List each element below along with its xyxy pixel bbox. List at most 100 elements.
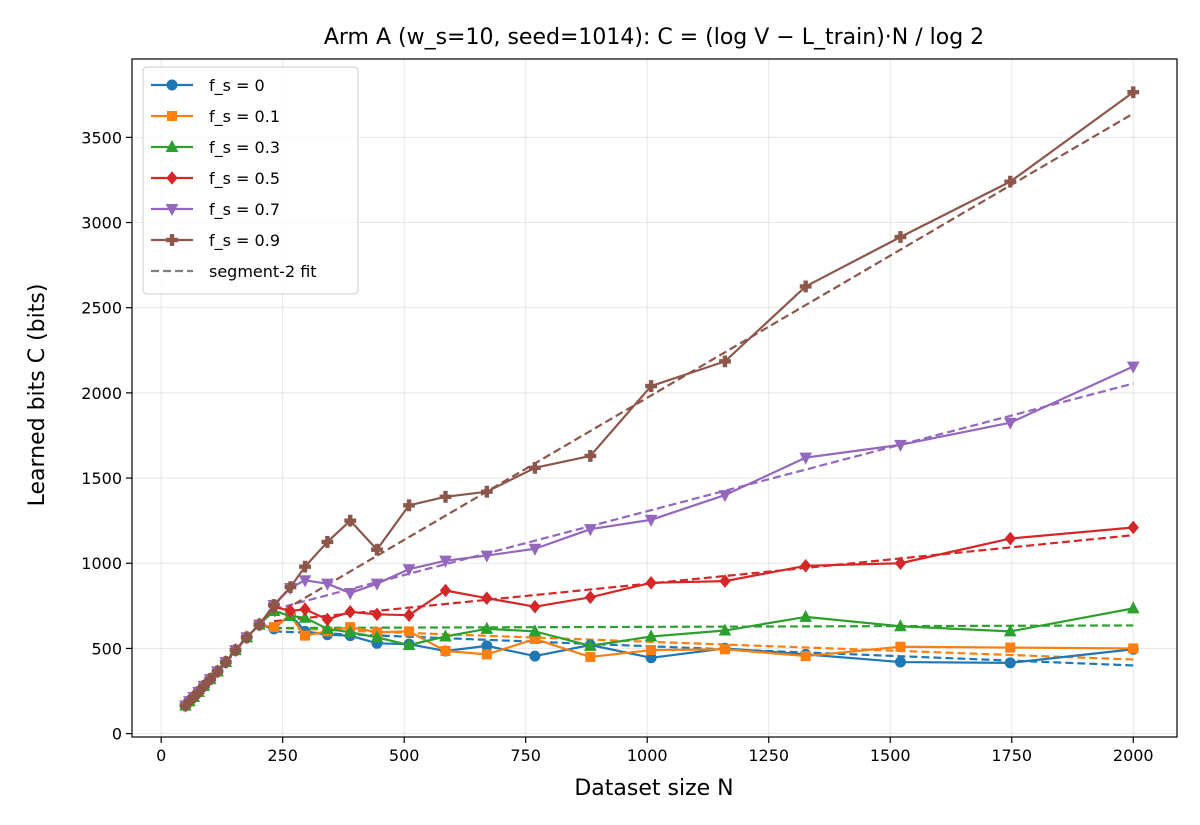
series-5 — [179, 86, 1140, 712]
x-tick-label: 0 — [156, 746, 166, 765]
y-axis-ticks: 0 500 1000 1500 2000 2500 3000 3500 — [81, 128, 132, 744]
data-point — [344, 605, 356, 619]
data-point — [219, 656, 232, 668]
data-point — [284, 604, 297, 618]
data-point — [284, 581, 297, 593]
data-point — [894, 619, 907, 632]
y-tick-label: 1500 — [81, 469, 122, 488]
data-point — [584, 590, 596, 605]
data-point — [800, 559, 812, 573]
x-tick-label: 750 — [510, 746, 541, 765]
legend-marker — [165, 204, 179, 217]
data-point — [480, 621, 494, 634]
fit-lines — [273, 112, 1134, 667]
data-point — [1003, 417, 1017, 430]
x-axis-ticks: 0 250 500 750 1000 1250 1500 1750 2000 — [156, 737, 1154, 765]
y-tick-label: 500 — [91, 639, 122, 658]
legend-marker — [166, 79, 178, 91]
data-point — [402, 564, 416, 577]
data-point — [321, 578, 334, 591]
data-point — [1127, 86, 1140, 99]
data-point — [529, 599, 541, 614]
data-point — [439, 583, 452, 598]
data-point — [1126, 601, 1140, 614]
data-point — [343, 588, 357, 601]
data-point — [268, 622, 279, 633]
data-point — [528, 624, 542, 637]
x-tick-label: 2000 — [1113, 746, 1154, 765]
data-point — [371, 543, 383, 556]
data-point — [187, 691, 200, 703]
legend-marker — [165, 139, 179, 152]
data-point — [403, 608, 415, 622]
x-axis-label: Dataset size N — [574, 776, 733, 801]
legend: f_s = 0 f_s = 0.1 f_s = 0.3 f_s = 0.5 f_s = … — [142, 66, 359, 295]
data-point — [894, 656, 906, 668]
data-point — [440, 645, 451, 656]
data-point — [198, 679, 210, 692]
data-point — [403, 499, 415, 512]
data-point — [481, 591, 493, 605]
data-point — [1127, 520, 1139, 535]
data-point — [300, 630, 311, 641]
y-tick-label: 3000 — [81, 214, 122, 233]
legend-marker — [166, 234, 178, 246]
x-tick-label: 1250 — [748, 746, 789, 765]
data-point — [481, 640, 493, 652]
data-point — [645, 380, 657, 392]
data-point — [298, 575, 312, 588]
legend-entry-label: f_s = 0.9 — [209, 231, 280, 251]
legend-entry-label: f_s = 0.5 — [209, 169, 280, 189]
data-point — [894, 231, 907, 243]
data-point — [584, 450, 597, 462]
data-point — [229, 644, 242, 657]
y-tick-label: 1000 — [81, 554, 122, 573]
data-point — [370, 630, 384, 643]
data-point — [299, 602, 311, 617]
data-point — [646, 645, 657, 656]
data-series — [179, 86, 1140, 713]
data-point — [1004, 175, 1017, 188]
data-point — [585, 651, 596, 662]
data-point — [1004, 531, 1016, 546]
data-point — [371, 607, 383, 622]
x-tick-label: 1750 — [991, 746, 1032, 765]
fit-line-5 — [273, 112, 1134, 617]
data-point — [799, 452, 812, 465]
data-point — [799, 609, 812, 622]
data-point — [719, 355, 731, 368]
legend-entry-label: f_s = 0.1 — [209, 107, 280, 127]
x-tick-label: 250 — [267, 746, 298, 765]
data-point — [344, 514, 357, 527]
data-point — [481, 649, 492, 660]
y-axis-label: Learned bits C (bits) — [25, 284, 50, 507]
data-point — [1005, 642, 1016, 653]
data-point — [321, 536, 334, 548]
x-tick-label: 500 — [389, 746, 420, 765]
data-point — [253, 618, 266, 631]
data-point — [204, 673, 217, 685]
data-point — [645, 576, 657, 590]
legend-marker — [166, 171, 178, 185]
y-tick-label: 2000 — [81, 384, 122, 403]
y-tick-label: 0 — [112, 725, 122, 744]
data-point — [343, 625, 357, 638]
data-point — [298, 610, 312, 623]
plot-frame — [131, 58, 1178, 738]
data-point — [529, 461, 541, 474]
data-point — [584, 524, 597, 537]
data-point — [894, 439, 907, 452]
data-point — [439, 555, 452, 568]
data-point — [404, 626, 415, 637]
data-point — [1128, 643, 1139, 654]
data-point — [528, 543, 542, 556]
data-point — [719, 574, 731, 588]
data-point — [1126, 361, 1140, 374]
data-point — [718, 490, 732, 503]
y-tick-label: 2500 — [81, 299, 122, 318]
data-point — [268, 599, 280, 611]
data-point — [719, 644, 730, 655]
data-point — [480, 485, 493, 498]
data-point — [644, 514, 658, 527]
